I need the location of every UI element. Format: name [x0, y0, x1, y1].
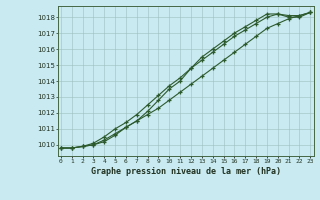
X-axis label: Graphe pression niveau de la mer (hPa): Graphe pression niveau de la mer (hPa)	[91, 167, 281, 176]
